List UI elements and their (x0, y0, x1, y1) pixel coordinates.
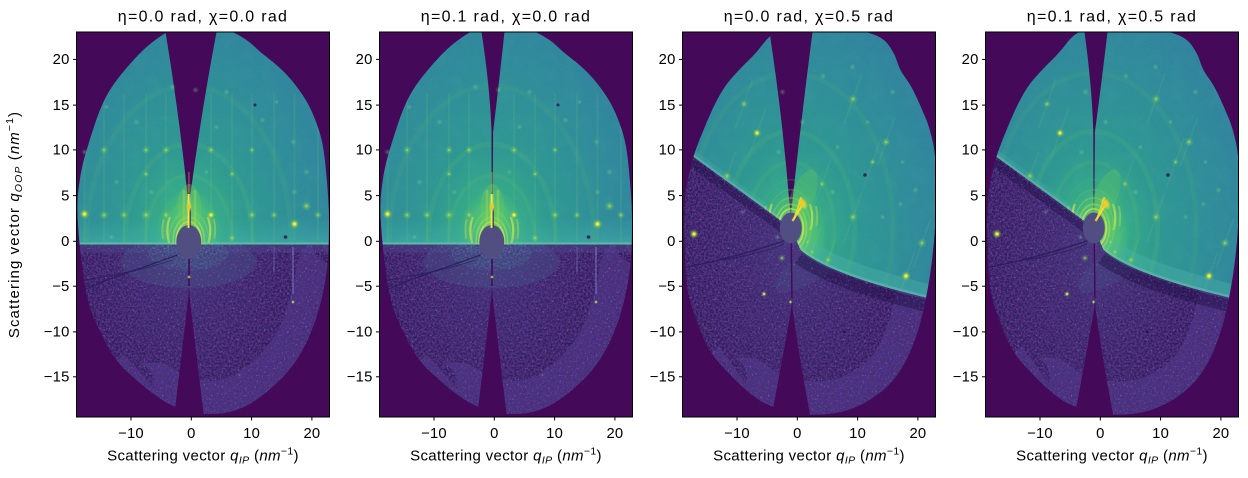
svg-text:−15: −15 (347, 370, 373, 386)
svg-text:0: 0 (187, 426, 195, 442)
svg-text:10: 10 (849, 426, 866, 442)
svg-text:−10: −10 (44, 325, 70, 341)
svg-text:−5: −5 (961, 279, 978, 295)
svg-text:20: 20 (356, 52, 373, 68)
svg-text:−10: −10 (953, 325, 979, 341)
svg-text:10: 10 (53, 143, 70, 159)
svg-text:η=0.1 rad, χ=0.0 rad: η=0.1 rad, χ=0.0 rad (421, 9, 592, 26)
svg-text:10: 10 (243, 426, 260, 442)
svg-text:0: 0 (667, 234, 675, 250)
svg-text:10: 10 (546, 426, 563, 442)
svg-text:0: 0 (61, 234, 69, 250)
svg-text:5: 5 (61, 188, 69, 204)
svg-text:10: 10 (962, 143, 979, 159)
svg-text:20: 20 (909, 426, 926, 442)
svg-text:15: 15 (659, 98, 676, 114)
svg-text:Scattering vector qIP (nm−1): Scattering vector qIP (nm−1) (107, 446, 299, 467)
svg-text:−15: −15 (953, 370, 979, 386)
svg-text:15: 15 (356, 98, 373, 114)
svg-text:Scattering vector qIP (nm−1): Scattering vector qIP (nm−1) (713, 446, 905, 467)
svg-text:η=0.1 rad, χ=0.5 rad: η=0.1 rad, χ=0.5 rad (1027, 9, 1198, 26)
svg-text:−15: −15 (44, 370, 70, 386)
svg-text:20: 20 (606, 426, 623, 442)
svg-text:−15: −15 (650, 370, 676, 386)
svg-text:20: 20 (53, 52, 70, 68)
svg-text:−10: −10 (347, 325, 373, 341)
svg-text:15: 15 (53, 98, 70, 114)
svg-text:5: 5 (667, 188, 675, 204)
svg-text:−5: −5 (52, 279, 69, 295)
svg-text:20: 20 (659, 52, 676, 68)
svg-text:15: 15 (962, 98, 979, 114)
svg-text:5: 5 (364, 188, 372, 204)
svg-text:0: 0 (490, 426, 498, 442)
svg-text:0: 0 (364, 234, 372, 250)
svg-text:20: 20 (1212, 426, 1229, 442)
svg-text:−10: −10 (724, 426, 750, 442)
svg-text:20: 20 (303, 426, 320, 442)
svg-text:Scattering vector qOOP (nm−1): Scattering vector qOOP (nm−1) (4, 111, 25, 338)
svg-text:η=0.0 rad, χ=0.0 rad: η=0.0 rad, χ=0.0 rad (118, 9, 289, 26)
svg-text:0: 0 (1096, 426, 1104, 442)
svg-text:−10: −10 (421, 426, 447, 442)
svg-text:η=0.0 rad, χ=0.5 rad: η=0.0 rad, χ=0.5 rad (724, 9, 895, 26)
svg-text:−10: −10 (118, 426, 144, 442)
svg-text:5: 5 (970, 188, 978, 204)
svg-text:0: 0 (793, 426, 801, 442)
svg-text:20: 20 (962, 52, 979, 68)
svg-text:Scattering vector qIP (nm−1): Scattering vector qIP (nm−1) (410, 446, 602, 467)
svg-text:10: 10 (1152, 426, 1169, 442)
svg-text:10: 10 (356, 143, 373, 159)
svg-text:Scattering vector qIP (nm−1): Scattering vector qIP (nm−1) (1016, 446, 1208, 467)
svg-text:10: 10 (659, 143, 676, 159)
svg-text:−5: −5 (355, 279, 372, 295)
svg-text:−10: −10 (650, 325, 676, 341)
svg-text:−5: −5 (658, 279, 675, 295)
svg-text:0: 0 (970, 234, 978, 250)
svg-text:−10: −10 (1027, 426, 1053, 442)
